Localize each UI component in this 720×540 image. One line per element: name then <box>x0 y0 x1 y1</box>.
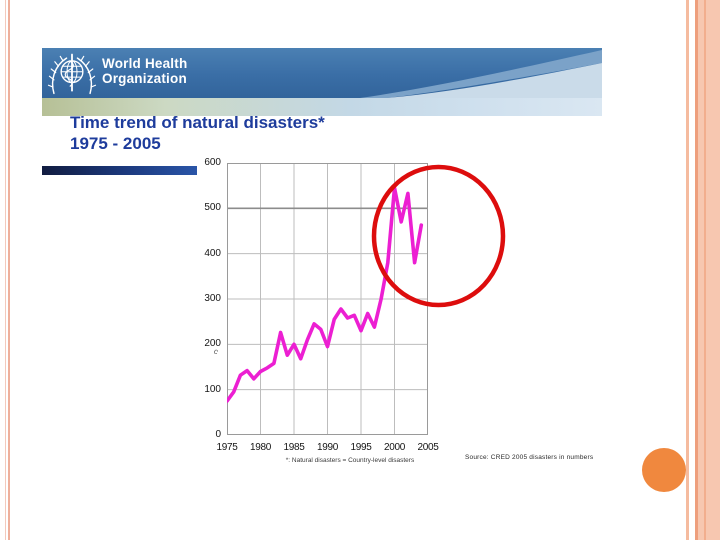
who-header-banner: World Health Organization <box>42 48 602 116</box>
x-tick-label: 1990 <box>316 442 339 453</box>
orange-dot-decoration <box>642 448 686 492</box>
who-name-line1: World Health <box>102 56 188 71</box>
y-tick-label: 400 <box>204 247 221 259</box>
x-tick-label: 2000 <box>383 442 406 453</box>
right-edge-line <box>686 0 689 540</box>
slide-title-line2: 1975 - 2005 <box>70 134 161 153</box>
y-tick-label: 300 <box>204 293 221 304</box>
red-highlight-circle <box>371 164 506 308</box>
x-tick-label: 1995 <box>350 442 372 453</box>
chart-footnote: *: Natural disasters = Country-level dis… <box>285 457 415 464</box>
left-edge-line-inner <box>8 0 10 540</box>
slide-title-line1: Time trend of natural disasters* <box>70 113 325 132</box>
who-emblem-icon <box>47 53 97 95</box>
y-tick-label: 200 <box>204 338 221 350</box>
y-tick-label: 500 <box>204 202 221 214</box>
source-note: Source: CRED 2005 disasters in numbers <box>465 454 594 461</box>
banner-gradient-strip <box>42 98 602 116</box>
slide-title: Time trend of natural disasters* 1975 - … <box>70 112 325 154</box>
who-banner-blue-bar: World Health Organization <box>42 48 602 98</box>
disasters-trend-line <box>227 186 424 403</box>
line-chart-plot <box>227 163 428 435</box>
left-edge-line-outer <box>5 0 6 540</box>
who-organization-name: World Health Organization <box>102 56 187 86</box>
y-tick-label: 0 <box>215 429 221 440</box>
x-tick-label: 1980 <box>249 442 272 453</box>
who-name-line2: Organization <box>102 71 187 86</box>
banner-swoosh-decoration <box>360 50 602 98</box>
y-tick-label: 100 <box>204 383 221 395</box>
title-underline-bar <box>42 166 197 175</box>
x-tick-label: 1975 <box>216 442 238 453</box>
y-tick-label: 600 <box>204 157 221 168</box>
annotation-ellipse <box>371 164 506 308</box>
x-tick-label: 2005 <box>417 442 439 453</box>
right-edge-band-stripe <box>704 0 706 540</box>
right-edge-band <box>695 0 720 540</box>
plot-border <box>227 163 428 435</box>
x-tick-label: 1985 <box>283 442 305 453</box>
